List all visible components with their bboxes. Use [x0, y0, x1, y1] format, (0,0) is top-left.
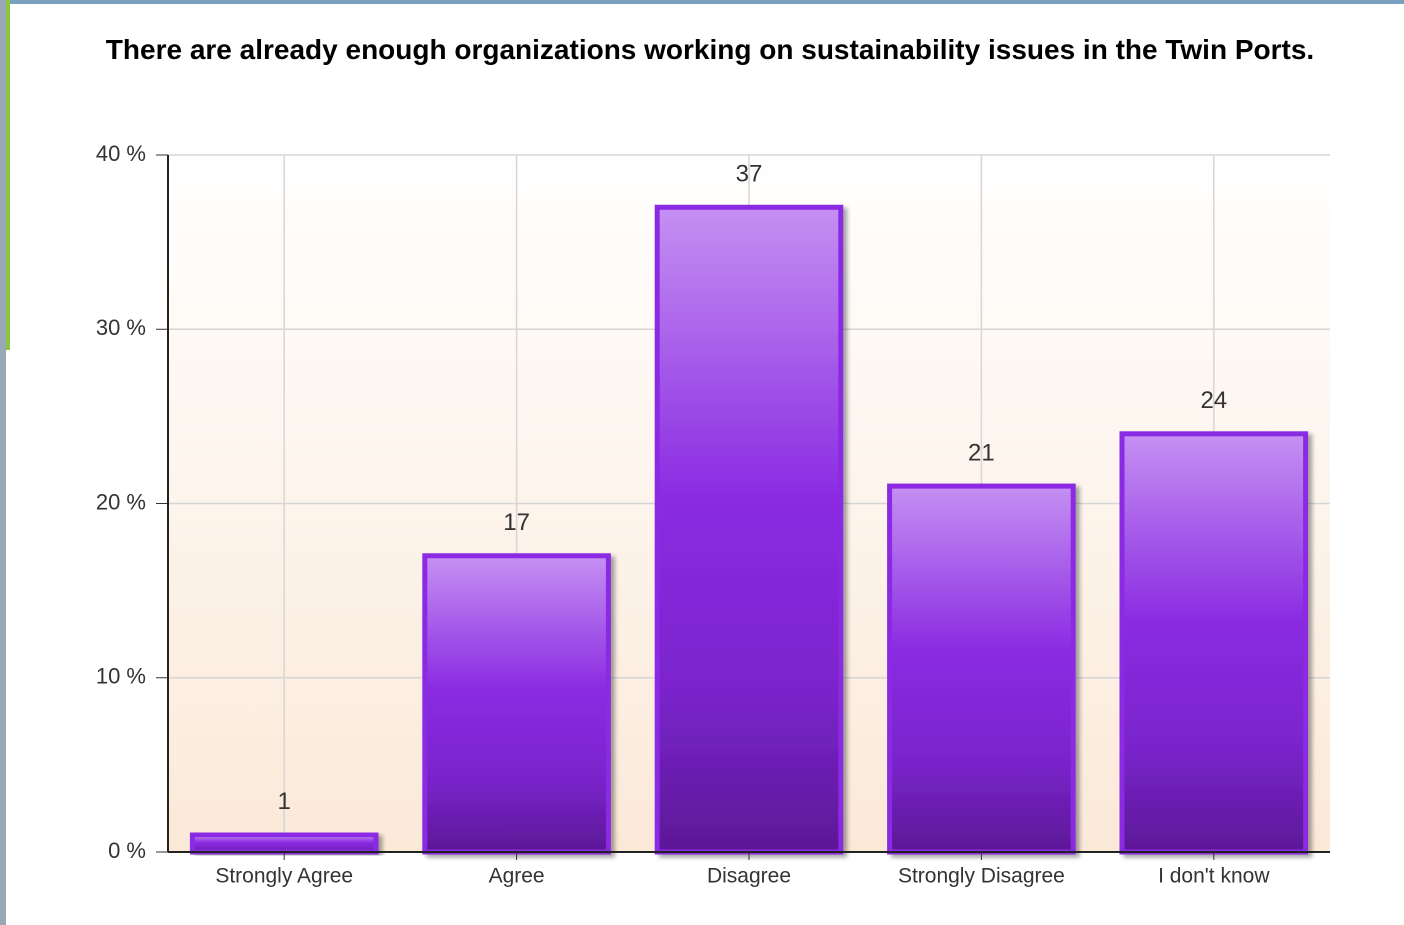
y-tick-label: 30 %: [96, 315, 146, 340]
bar: [887, 483, 1076, 855]
bar: [422, 553, 611, 855]
x-tick-label: Strongly Disagree: [898, 865, 1065, 888]
y-tick-label: 20 %: [96, 489, 146, 514]
x-tick-label: I don't know: [1158, 865, 1270, 888]
y-tick-label: 40 %: [96, 141, 146, 166]
y-tick-label: 0 %: [108, 838, 146, 863]
y-tick-label: 10 %: [96, 664, 146, 689]
data-label: 37: [736, 161, 763, 188]
bar: [1119, 431, 1309, 855]
data-label: 1: [278, 788, 291, 815]
top-border: [0, 0, 1404, 4]
chart-title: There are already enough organizations w…: [105, 34, 1315, 65]
left-border: [0, 0, 6, 925]
data-label: 24: [1200, 387, 1227, 414]
x-tick-label: Disagree: [707, 865, 791, 888]
bar: [189, 832, 379, 855]
data-label: 21: [968, 439, 995, 466]
data-label: 17: [503, 509, 530, 536]
bar: [654, 204, 844, 855]
x-tick-label: Strongly Agree: [215, 865, 353, 888]
left-accent: [6, 0, 10, 350]
x-tick-label: Agree: [489, 865, 545, 888]
